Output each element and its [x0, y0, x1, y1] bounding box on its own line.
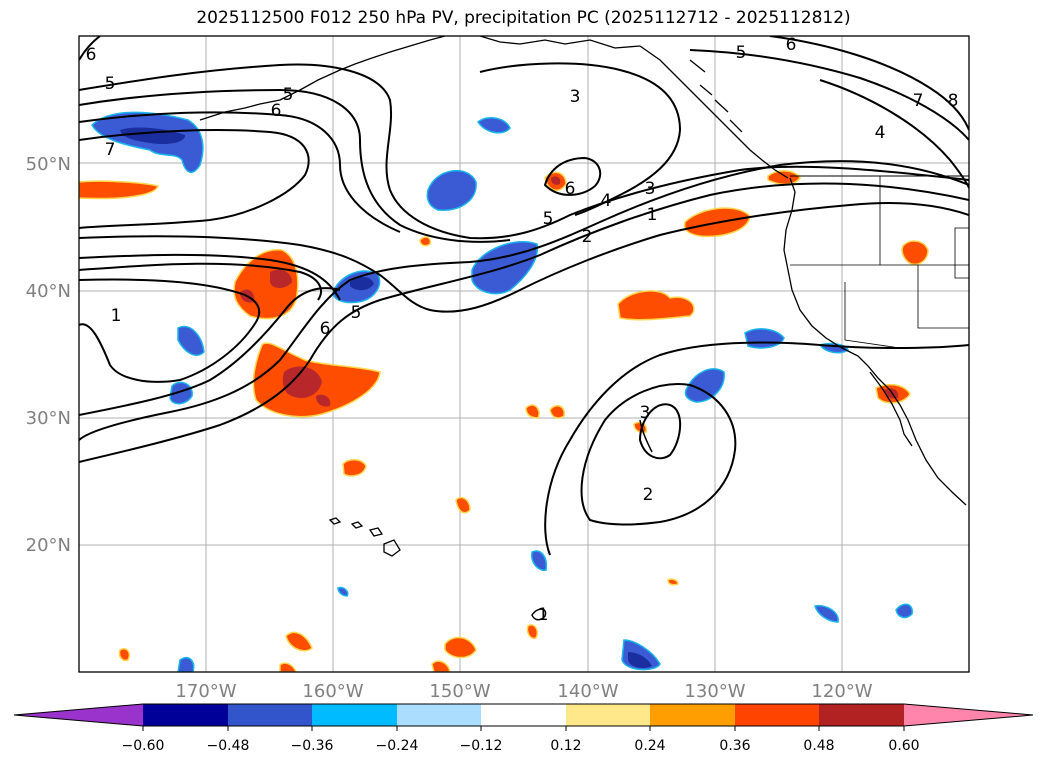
colorbar-tick-label: 0.36: [719, 738, 750, 754]
colorbar-tick-label: −0.60: [122, 738, 165, 754]
contour-label: 1: [111, 306, 122, 326]
colorbar-tick-label: 0.48: [803, 738, 834, 754]
contour-label: 3: [640, 403, 651, 423]
contour-label: 6: [86, 45, 97, 65]
contour-label: 6: [786, 35, 797, 55]
contour-label: 3: [645, 179, 656, 199]
contour-label: 1: [647, 205, 658, 225]
contour-label: 4: [875, 123, 886, 143]
colorbar-tick-label: 0.24: [634, 738, 665, 754]
lat-label-40n: 40°N: [26, 281, 71, 302]
colorbar-tick-label: 0.12: [550, 738, 581, 754]
colorbar-tick-label: −0.12: [460, 738, 503, 754]
pv-contours: [79, 36, 969, 621]
colorbar-segment: [143, 704, 228, 726]
negative-precip-areas: [91, 111, 913, 672]
precip-shading: [79, 111, 929, 672]
lon-label-130w: 130°W: [684, 681, 745, 702]
contour-label: 7: [105, 140, 116, 160]
colorbar-segment: [312, 704, 397, 726]
contour-label: 5: [351, 303, 362, 323]
contour-label: 6: [320, 319, 331, 339]
contour-label: 2: [582, 227, 593, 247]
coastlines: [199, 36, 969, 557]
colorbar-segment: [481, 704, 566, 726]
contour-label: 8: [948, 91, 959, 111]
graticule: [79, 36, 969, 672]
lon-label-170w: 170°W: [175, 681, 236, 702]
contour-label: 6: [271, 101, 282, 121]
longitude-labels: 170°W 160°W 150°W 140°W 130°W 120°W: [175, 681, 872, 702]
contour-label: 5: [283, 85, 294, 105]
colorbar-segment: [735, 704, 819, 726]
lon-label-150w: 150°W: [429, 681, 490, 702]
colorbar-segment: [819, 704, 904, 726]
contour-label: 5: [543, 209, 554, 229]
colorbar-segment: [228, 704, 312, 726]
lon-label-120w: 120°W: [811, 681, 872, 702]
map-frame: [78, 35, 970, 673]
latitude-labels: 50°N 40°N 30°N 20°N: [26, 154, 71, 556]
colorbar-tick-label: 0.60: [888, 738, 919, 754]
colorbar: −0.60 −0.48 −0.36 −0.24 −0.12 0.12 0.24 …: [13, 703, 1034, 754]
colorbar-tick-label: −0.48: [207, 738, 250, 754]
colorbar-tick-label: −0.24: [376, 738, 419, 754]
colorbar-segment: [650, 704, 735, 726]
lat-label-50n: 50°N: [26, 154, 71, 175]
contour-label: 4: [601, 191, 612, 211]
contour-labels: 6 5 5 6 7 3 5 6 6 5 4 3 2 1 6 5 1 3 2 7 …: [86, 35, 959, 625]
colorbar-segment: [566, 704, 650, 726]
contour-label: 5: [736, 43, 747, 63]
map-title: 2025112500 F012 250 hPa PV, precipitatio…: [196, 8, 851, 28]
lon-label-160w: 160°W: [302, 681, 363, 702]
colorbar-extend-right: [904, 704, 1033, 726]
lon-label-140w: 140°W: [557, 681, 618, 702]
map-panel: [79, 36, 969, 672]
colorbar-extend-left: [14, 704, 143, 726]
lat-label-20n: 20°N: [26, 535, 71, 556]
colorbar-tick-label: −0.36: [291, 738, 334, 754]
contour-label: 6: [565, 179, 576, 199]
contour-label: 1: [538, 605, 549, 625]
contour-label: 7: [913, 91, 924, 111]
colorbar-segment: [397, 704, 481, 726]
contour-label: 2: [643, 485, 654, 505]
lat-label-30n: 30°N: [26, 408, 71, 429]
contour-label: 3: [570, 87, 581, 107]
contour-label: 5: [105, 74, 116, 94]
